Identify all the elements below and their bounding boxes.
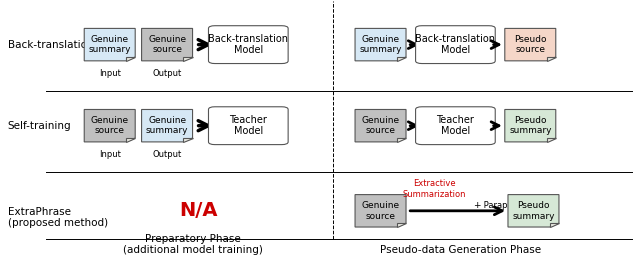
Text: Genuine
source: Genuine source — [362, 201, 399, 221]
Polygon shape — [141, 28, 193, 61]
Text: Genuine
source: Genuine source — [148, 35, 186, 54]
Polygon shape — [184, 138, 193, 142]
Text: Extractive
Summarization: Extractive Summarization — [403, 179, 467, 199]
Text: N/A: N/A — [180, 201, 218, 220]
Polygon shape — [397, 57, 406, 61]
Polygon shape — [84, 28, 135, 61]
Text: ExtraPhrase
(proposed method): ExtraPhrase (proposed method) — [8, 207, 108, 229]
Text: Output: Output — [152, 69, 182, 78]
Text: Genuine
summary: Genuine summary — [146, 116, 188, 135]
Text: Pseudo
summary: Pseudo summary — [509, 116, 552, 135]
Text: Output: Output — [152, 150, 182, 159]
Text: Pseudo
summary: Pseudo summary — [512, 201, 555, 221]
Polygon shape — [355, 195, 406, 227]
Text: Input: Input — [99, 150, 121, 159]
Polygon shape — [355, 109, 406, 142]
Polygon shape — [184, 57, 193, 61]
Text: Paraphrasing: Paraphrasing — [481, 201, 539, 210]
Polygon shape — [547, 57, 556, 61]
Polygon shape — [141, 109, 193, 142]
Text: Input: Input — [99, 69, 121, 78]
Polygon shape — [397, 223, 406, 227]
Text: Pseudo-data Generation Phase: Pseudo-data Generation Phase — [380, 245, 541, 256]
Text: Genuine
summary: Genuine summary — [359, 35, 402, 54]
FancyBboxPatch shape — [209, 26, 288, 64]
Polygon shape — [126, 138, 135, 142]
Text: Back-translation
Model: Back-translation Model — [208, 34, 288, 55]
Polygon shape — [84, 109, 135, 142]
Polygon shape — [397, 138, 406, 142]
Polygon shape — [355, 28, 406, 61]
Polygon shape — [505, 28, 556, 61]
Polygon shape — [550, 223, 559, 227]
Text: Genuine
source: Genuine source — [362, 116, 399, 135]
FancyBboxPatch shape — [415, 107, 495, 145]
Text: +: + — [474, 201, 481, 210]
Text: Teacher
Model: Teacher Model — [436, 115, 474, 136]
Text: Back-translation
Model: Back-translation Model — [415, 34, 495, 55]
Text: Preparatory Phase
(additional model training): Preparatory Phase (additional model trai… — [123, 234, 262, 256]
Polygon shape — [508, 195, 559, 227]
Text: Pseudo
source: Pseudo source — [514, 35, 547, 54]
FancyBboxPatch shape — [415, 26, 495, 64]
FancyBboxPatch shape — [209, 107, 288, 145]
Text: Genuine
source: Genuine source — [91, 116, 129, 135]
Text: Teacher
Model: Teacher Model — [229, 115, 268, 136]
Polygon shape — [547, 138, 556, 142]
Text: Genuine
summary: Genuine summary — [88, 35, 131, 54]
Polygon shape — [505, 109, 556, 142]
Text: Self-training: Self-training — [8, 121, 72, 131]
Polygon shape — [126, 57, 135, 61]
Text: Back-translation: Back-translation — [8, 40, 93, 50]
